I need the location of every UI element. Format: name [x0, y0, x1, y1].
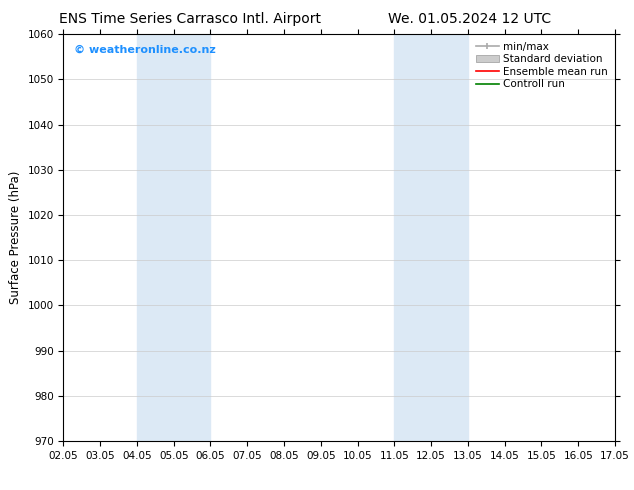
- Text: © weatheronline.co.nz: © weatheronline.co.nz: [74, 45, 216, 54]
- Y-axis label: Surface Pressure (hPa): Surface Pressure (hPa): [9, 171, 22, 304]
- Legend: min/max, Standard deviation, Ensemble mean run, Controll run: min/max, Standard deviation, Ensemble me…: [474, 40, 610, 92]
- Bar: [137, 34, 210, 441]
- Bar: [394, 34, 468, 441]
- Text: ENS Time Series Carrasco Intl. Airport: ENS Time Series Carrasco Intl. Airport: [59, 12, 321, 26]
- Text: We. 01.05.2024 12 UTC: We. 01.05.2024 12 UTC: [387, 12, 551, 26]
